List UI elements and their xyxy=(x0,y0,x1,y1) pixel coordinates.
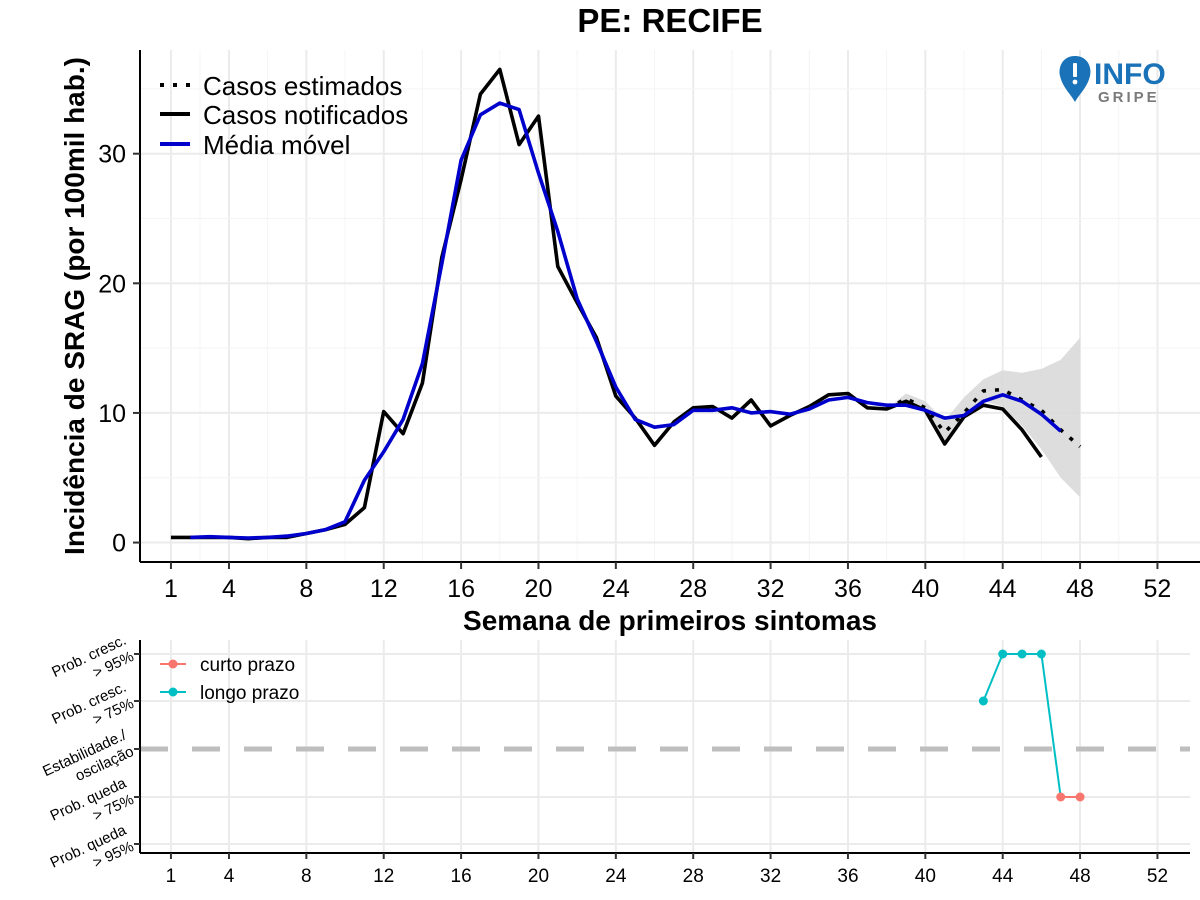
main-grid xyxy=(140,50,1200,562)
x-tick-label: 36 xyxy=(834,575,862,603)
x-axis-title: Semana de primeiros sintomas xyxy=(463,605,877,636)
chart-title: PE: RECIFE xyxy=(577,2,762,39)
point-longo-prazo xyxy=(998,649,1008,659)
trend-x-tick-label: 1 xyxy=(166,866,177,887)
x-tick-label: 32 xyxy=(757,575,785,603)
confidence-band xyxy=(886,337,1081,498)
trend-x-tick-label: 4 xyxy=(224,866,235,887)
trend-x-tick-label: 12 xyxy=(373,866,394,887)
trend-category-label: Prob. queda> 95% xyxy=(48,821,137,871)
x-tick-label: 16 xyxy=(447,575,475,603)
main-x-ticks: 1 4 8 12 16 20 24 28 32 36 40 44 48 52 xyxy=(164,562,1171,603)
x-tick-label: 24 xyxy=(602,575,630,603)
point-curto-prazo xyxy=(1056,792,1066,802)
x-tick-label: 40 xyxy=(911,575,939,603)
y-tick-label: 30 xyxy=(98,141,126,169)
y-tick-label: 10 xyxy=(98,400,126,428)
series-longo-prazo xyxy=(982,653,1062,798)
infogripe-logo: INFO GRIPE xyxy=(1059,56,1166,106)
trend-x-tick-label: 40 xyxy=(915,866,936,887)
trend-x-ticks: 1 4 8 12 16 20 24 28 32 36 40 44 48 52 xyxy=(166,853,1168,887)
x-tick-label: 8 xyxy=(299,575,313,603)
x-tick-label: 28 xyxy=(679,575,707,603)
legend-label-long-term: longo prazo xyxy=(200,683,299,704)
series-media-movel xyxy=(190,101,1062,540)
x-tick-label: 48 xyxy=(1066,575,1094,603)
y-tick-label: 0 xyxy=(112,530,126,558)
y-axis-title: Incidência de SRAG (por 100mil hab.) xyxy=(59,57,90,555)
point-longo-prazo xyxy=(1036,649,1046,659)
y-tick-label: 20 xyxy=(98,270,126,298)
point-longo-prazo xyxy=(978,696,988,706)
legend-label-moving-average: Média móvel xyxy=(203,130,350,160)
location-pin-icon xyxy=(1059,56,1091,102)
legend-label-notified: Casos notificados xyxy=(203,100,408,130)
x-tick-label: 4 xyxy=(222,575,236,603)
legend-label-short-term: curto prazo xyxy=(200,655,295,676)
trend-lines xyxy=(978,649,1085,802)
trend-legend: curto prazo longo prazo xyxy=(160,655,299,704)
main-band xyxy=(886,337,1081,498)
trend-x-tick-label: 36 xyxy=(837,866,858,887)
x-tick-label: 44 xyxy=(989,575,1017,603)
exclamation-icon xyxy=(1073,63,1077,77)
trend-x-tick-label: 32 xyxy=(760,866,781,887)
point-curto-prazo xyxy=(1075,792,1085,802)
logo-info-text: INFO xyxy=(1094,58,1166,91)
trend-category-labels: Prob. cresc.> 95%Prob. cresc.> 75%Estabi… xyxy=(40,632,140,872)
legend-label-estimated: Casos estimados xyxy=(203,71,402,101)
x-tick-label: 52 xyxy=(1144,575,1172,603)
main-lines xyxy=(170,67,1082,541)
trend-x-tick-label: 28 xyxy=(683,866,704,887)
trend-x-tick-label: 44 xyxy=(992,866,1014,887)
main-y-ticks: 0 10 20 30 xyxy=(98,141,140,558)
series-casos-estimados xyxy=(885,387,1082,448)
point-longo-prazo xyxy=(1017,649,1027,659)
trend-x-tick-label: 16 xyxy=(451,866,472,887)
trend-x-tick-label: 20 xyxy=(528,866,549,887)
trend-x-tick-label: 48 xyxy=(1070,866,1091,887)
trend-x-tick-label: 8 xyxy=(301,866,312,887)
x-tick-label: 20 xyxy=(525,575,553,603)
x-tick-label: 12 xyxy=(370,575,398,603)
main-legend: Casos estimados Casos notificados Média … xyxy=(160,71,408,160)
trend-x-tick-label: 24 xyxy=(605,866,627,887)
x-tick-label: 1 xyxy=(164,575,178,603)
trend-panel: 1 4 8 12 16 20 24 28 32 36 40 44 48 52 Prob. cresc.> … xyxy=(40,632,1190,887)
trend-x-tick-label: 52 xyxy=(1147,866,1168,887)
logo-gripe-text: GRIPE xyxy=(1098,89,1160,106)
